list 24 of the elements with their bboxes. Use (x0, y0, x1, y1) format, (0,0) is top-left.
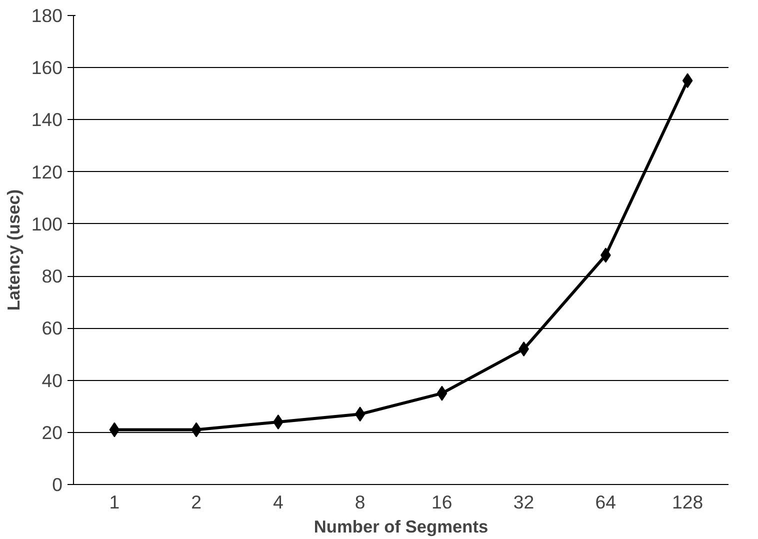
y-tick-label: 180 (31, 5, 63, 26)
x-tick-label: 4 (273, 492, 284, 512)
y-tick-label: 40 (42, 370, 63, 391)
x-tick-label: 32 (513, 492, 534, 512)
point (436, 386, 448, 401)
point (109, 422, 120, 438)
y-axis-title: Latency (usec) (3, 189, 24, 311)
y-tick-label: 100 (31, 213, 63, 234)
x-tick-label: 1 (109, 492, 120, 512)
y-tick-label: 160 (31, 57, 63, 78)
y-tick-label: 140 (31, 109, 63, 130)
x-tick-label: 128 (672, 492, 704, 512)
y-tick-label: 60 (42, 318, 63, 339)
y-tick-label: 120 (31, 161, 63, 182)
y-tick-label: 80 (42, 266, 63, 287)
x-axis-title: Number of Segments (314, 516, 488, 536)
x-tick-label: 2 (191, 492, 202, 512)
point (354, 406, 366, 422)
y-tick-label: 0 (52, 474, 63, 495)
x-tick-label: 16 (432, 492, 452, 512)
x-tick-label: 8 (354, 492, 366, 512)
point (682, 73, 693, 88)
x-tick-label: 64 (595, 492, 616, 512)
y-tick-label: 20 (42, 422, 63, 443)
